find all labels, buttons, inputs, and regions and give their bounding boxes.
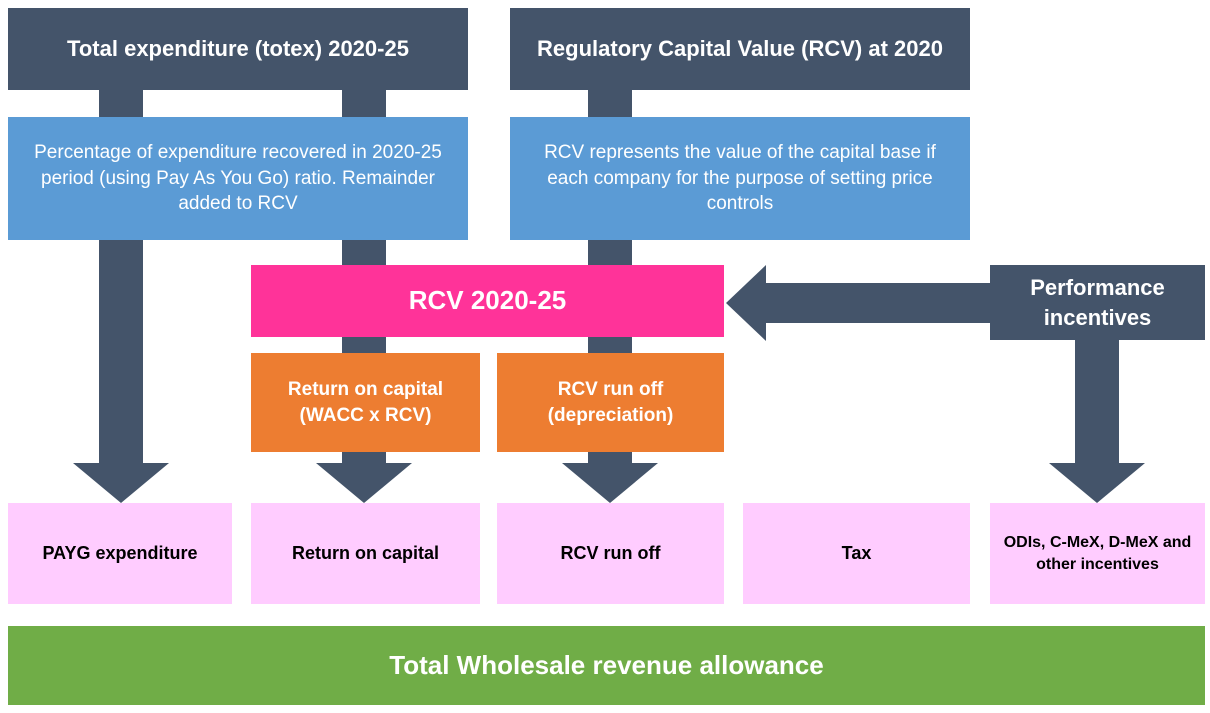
totex-box: Total expenditure (totex) 2020-25 <box>8 8 468 90</box>
rcv-box: Regulatory Capital Value (RCV) at 2020 <box>510 8 970 90</box>
totex-note: Percentage of expenditure recovered in 2… <box>8 117 468 240</box>
arrow-shaft <box>1075 338 1119 463</box>
incentives-box: ODIs, C-MeX, D-MeX and other incentives <box>990 503 1205 604</box>
rcv-period-box: RCV 2020-25 <box>251 265 724 337</box>
rcv-note: RCV represents the value of the capital … <box>510 117 970 240</box>
arrow-head <box>726 265 766 341</box>
arrow-head <box>73 463 169 503</box>
arrow-head <box>316 463 412 503</box>
arrow-head <box>1049 463 1145 503</box>
return-calc-box: Return on capital (WACC x RCV) <box>251 353 480 452</box>
arrow-head <box>562 463 658 503</box>
runoff-box: RCV run off <box>497 503 724 604</box>
return-box: Return on capital <box>251 503 480 604</box>
tax-box: Tax <box>743 503 970 604</box>
runoff-calc-box: RCV run off (depreciation) <box>497 353 724 452</box>
performance-box: Performance incentives <box>990 265 1205 340</box>
arrow-shaft <box>764 283 992 323</box>
total-box: Total Wholesale revenue allowance <box>8 626 1205 705</box>
paygo-box: PAYG expenditure <box>8 503 232 604</box>
